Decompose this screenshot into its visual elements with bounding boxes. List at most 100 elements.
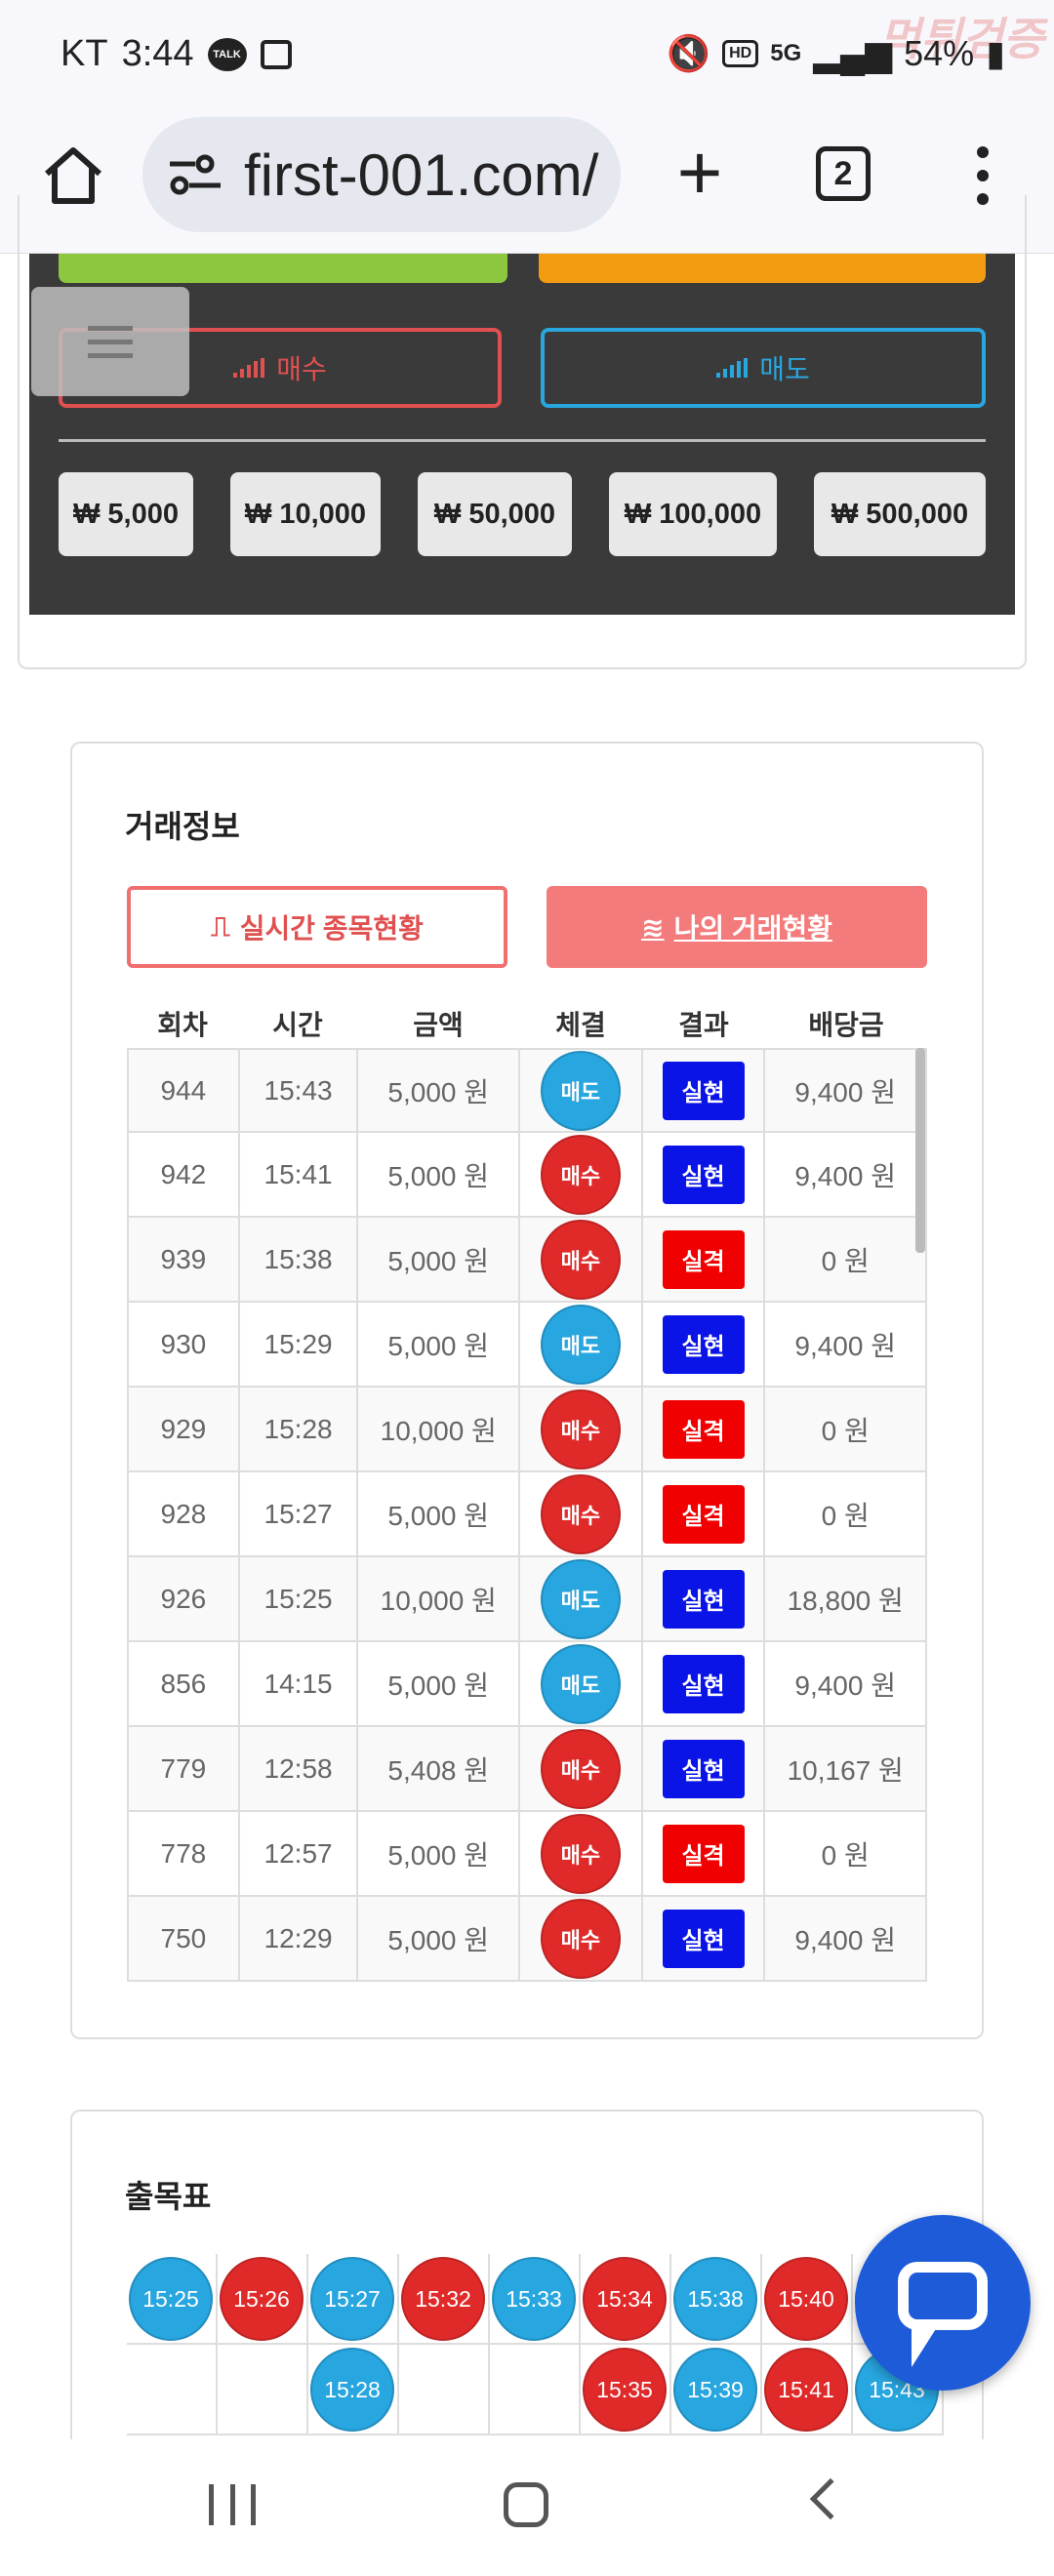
battery-label: 54%: [904, 33, 975, 73]
buy-button[interactable]: 매수: [59, 328, 502, 408]
table-row: 944 15:43 5,000 원 매도 실현 9,400 원: [129, 1048, 927, 1133]
recent-apps-icon[interactable]: [209, 2484, 256, 2525]
grid-result-dot: 15:26: [220, 2257, 304, 2341]
cell-time: 12:57: [240, 1812, 359, 1895]
grid-cell: [490, 2254, 581, 2345]
col-payout: 배당금: [808, 1010, 884, 1040]
result-badge: 실격: [662, 1484, 745, 1544]
battery-icon: ▮: [986, 33, 1005, 73]
cell-payout: 9,400 원: [765, 1642, 927, 1725]
browser-toolbar: first-001.com/ + 2: [0, 107, 1054, 254]
side-badge: 매도: [540, 1304, 621, 1385]
cell-result: 실격: [643, 1388, 766, 1470]
table-scrollbar[interactable]: [915, 1048, 925, 1253]
table-row: 942 15:41 5,000 원 매수 실현 9,400 원: [129, 1133, 927, 1218]
chat-button[interactable]: [855, 2215, 1031, 2391]
grid-cell: [581, 2254, 671, 2345]
system-nav-bar: [0, 2439, 1054, 2576]
grid-cell: [490, 2345, 581, 2435]
cell-round: 750: [129, 1897, 240, 1980]
grid-result-dot: 15:35: [583, 2348, 667, 2432]
cell-time: 15:38: [240, 1218, 359, 1301]
col-time: 시간: [272, 1010, 323, 1040]
grid-cell: [762, 2254, 853, 2345]
result-grid: 15:25 15:26 15:27 15:32 15:33 15:34 15:38 15:40…: [127, 2254, 944, 2439]
new-tab-button[interactable]: +: [676, 129, 723, 216]
trade-panel-frame: [18, 195, 1027, 669]
status-left: KT 3:44 TALK: [61, 33, 292, 75]
tab-switcher-button[interactable]: 2: [816, 146, 871, 201]
cell-result: 실격: [643, 1812, 766, 1895]
hamburger-menu-icon[interactable]: [31, 287, 189, 396]
amount-button-10000[interactable]: ₩ 10,000: [230, 472, 381, 556]
tab-my-trades[interactable]: ≋ 나의 거래현황: [547, 886, 927, 968]
signal-bars-icon: [233, 358, 265, 378]
cell-amount: 5,408 원: [358, 1727, 521, 1810]
chat-icon: [898, 2262, 988, 2330]
url-bar[interactable]: first-001.com/: [142, 117, 621, 232]
site-settings-icon[interactable]: [166, 150, 224, 199]
result-badge: 실현: [662, 1061, 745, 1120]
cell-time: 15:27: [240, 1472, 359, 1555]
cell-time: 15:43: [240, 1050, 359, 1131]
orange-indicator: [539, 254, 986, 283]
back-icon[interactable]: [809, 2477, 852, 2520]
result-badge: 실현: [662, 1145, 745, 1204]
result-badge: 실격: [662, 1824, 745, 1883]
side-badge: 매수: [540, 1219, 621, 1300]
table-row: 750 12:29 5,000 원 매수 실현 9,400 원: [129, 1897, 927, 1982]
buy-label: 매수: [276, 354, 327, 384]
table-row: 928 15:27 5,000 원 매수 실격 0 원: [129, 1472, 927, 1557]
more-menu-icon[interactable]: [968, 146, 997, 205]
cell-amount: 5,000 원: [358, 1133, 521, 1216]
home-icon[interactable]: [39, 141, 107, 209]
cell-round: 928: [129, 1472, 240, 1555]
tab-realtime-label: 실시간 종목현황: [239, 913, 424, 944]
cell-result: 실현: [643, 1303, 766, 1386]
cell-payout: 9,400 원: [765, 1897, 927, 1980]
cell-payout: 0 원: [765, 1218, 927, 1301]
home-nav-icon[interactable]: [504, 2482, 548, 2527]
sell-button[interactable]: 매도: [541, 328, 986, 408]
watermark-logo: 먹튀검증: [878, 14, 1044, 64]
cell-result: 실현: [643, 1642, 766, 1725]
cell-round: 779: [129, 1727, 240, 1810]
table-row: 939 15:38 5,000 원 매수 실격 0 원: [129, 1218, 927, 1303]
amount-button-500000[interactable]: ₩ 500,000: [814, 472, 986, 556]
kakaotalk-icon: TALK: [207, 37, 247, 71]
grid-result-dot: 15:34: [583, 2257, 667, 2341]
grid-result-dot: 15:25: [129, 2257, 213, 2341]
amount-button-5000[interactable]: ₩ 5,000: [59, 472, 193, 556]
cell-time: 15:28: [240, 1388, 359, 1470]
cell-round: 939: [129, 1218, 240, 1301]
cell-round: 929: [129, 1388, 240, 1470]
cell-side: 매도: [520, 1303, 643, 1386]
col-amount: 금액: [413, 1010, 464, 1040]
cell-amount: 5,000 원: [358, 1218, 521, 1301]
cell-round: 930: [129, 1303, 240, 1386]
side-badge: 매수: [540, 1813, 621, 1894]
grid-result-dot: 15:38: [673, 2257, 757, 2341]
cell-payout: 9,400 원: [765, 1303, 927, 1386]
amount-button-50000[interactable]: ₩ 50,000: [418, 472, 572, 556]
cell-result: 실현: [643, 1727, 766, 1810]
table-row: 778 12:57 5,000 원 매수 실격 0 원: [129, 1812, 927, 1897]
grid-cell: [762, 2345, 853, 2435]
tab-realtime-status[interactable]: ⎍ 실시간 종목현황: [127, 886, 507, 968]
waves-icon: ≋: [641, 911, 665, 943]
cell-side: 매도: [520, 1642, 643, 1725]
cell-time: 15:29: [240, 1303, 359, 1386]
table-row: 856 14:15 5,000 원 매도 실현 9,400 원: [129, 1642, 927, 1727]
cell-result: 실현: [643, 1557, 766, 1640]
cell-round: 856: [129, 1642, 240, 1725]
grid-result-dot: 15:33: [492, 2257, 576, 2341]
amount-button-100000[interactable]: ₩ 100,000: [609, 472, 777, 556]
grid-cell: [671, 2345, 762, 2435]
trade-table-body[interactable]: 944 15:43 5,000 원 매도 실현 9,400 원 942 15:41 5,000 …: [127, 1048, 927, 1982]
result-badge: 실현: [662, 1314, 745, 1374]
cell-round: 778: [129, 1812, 240, 1895]
signal-icon: ▂▄▆: [813, 33, 893, 73]
cell-payout: 9,400 원: [765, 1050, 927, 1131]
cell-result: 실현: [643, 1897, 766, 1980]
grid-cell: [308, 2254, 399, 2345]
